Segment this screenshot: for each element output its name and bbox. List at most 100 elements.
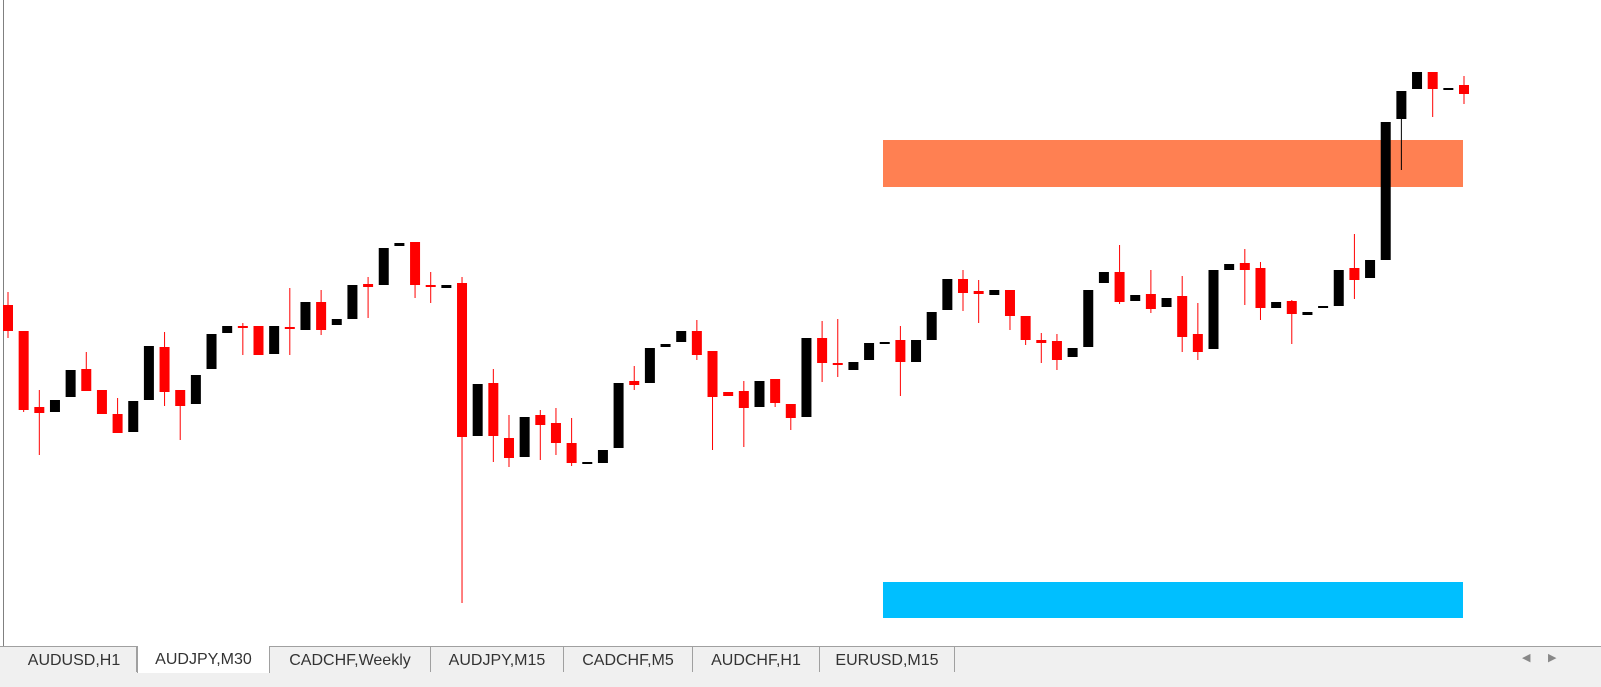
candle-body xyxy=(1380,122,1391,260)
candle-body xyxy=(81,369,92,391)
candle-body xyxy=(1459,85,1469,94)
candle-body xyxy=(441,285,452,288)
candle-body xyxy=(801,338,812,417)
candle-body xyxy=(1083,290,1094,347)
candle-body xyxy=(895,340,906,362)
tab[interactable]: EURUSD,M15 xyxy=(820,647,955,672)
candle-body xyxy=(879,342,890,344)
candle-body xyxy=(488,383,499,436)
candle-body xyxy=(1412,72,1423,89)
candle-body xyxy=(1365,260,1376,278)
candle-body xyxy=(582,462,593,464)
candle-body xyxy=(1004,290,1015,316)
candle-body xyxy=(425,285,436,287)
candle-body xyxy=(410,242,421,285)
candle-body xyxy=(1318,306,1329,308)
chart xyxy=(3,0,1469,646)
candle-body xyxy=(738,391,749,408)
candle-body xyxy=(1271,302,1282,308)
candle-body xyxy=(363,284,374,287)
candle-body xyxy=(817,338,828,363)
candle-body xyxy=(34,407,45,413)
candle-body xyxy=(1067,348,1078,357)
candle-body xyxy=(958,279,969,293)
tab[interactable]: AUDUSD,H1 xyxy=(12,647,137,672)
tab[interactable]: AUDJPY,M15 xyxy=(431,647,564,672)
candle-body xyxy=(457,283,468,437)
candle-body xyxy=(1396,91,1407,119)
candle-body xyxy=(1224,264,1235,270)
candle-body xyxy=(1098,272,1109,283)
candle-body xyxy=(754,381,765,407)
candle-body xyxy=(942,279,953,310)
candle-body xyxy=(864,343,875,360)
zone xyxy=(883,582,1463,618)
candle-body xyxy=(269,326,280,354)
candle-body xyxy=(1177,296,1188,337)
candle-body xyxy=(676,331,687,342)
candle-body xyxy=(550,423,561,443)
candle-body xyxy=(1051,341,1062,360)
candle-body xyxy=(535,415,546,425)
candle-body xyxy=(378,248,389,285)
candle-body xyxy=(926,312,937,340)
tab[interactable]: AUDCHF,H1 xyxy=(693,647,820,672)
candle-body xyxy=(331,319,342,325)
candle-body xyxy=(1036,340,1047,343)
candle-body xyxy=(222,326,233,333)
candle-body xyxy=(989,290,1000,295)
candle-body xyxy=(1443,88,1454,90)
candle-body xyxy=(519,417,530,457)
candle-body xyxy=(1333,270,1344,306)
candle-body xyxy=(237,326,248,328)
scroll-left[interactable]: ◀ xyxy=(1522,652,1531,664)
tab[interactable]: CADCHF,M5 xyxy=(564,647,693,672)
candle-body xyxy=(691,331,702,355)
candle-body xyxy=(394,243,405,246)
candle-body xyxy=(284,327,295,329)
candle-body xyxy=(253,326,264,355)
candle-body xyxy=(911,340,922,362)
candle-body xyxy=(660,344,671,347)
candle-body xyxy=(96,390,107,414)
candle-body xyxy=(785,404,796,418)
candle-body xyxy=(1239,263,1250,270)
tab[interactable]: AUDJPY,M30 xyxy=(137,646,270,673)
candle-body xyxy=(347,285,358,319)
candle-body xyxy=(18,331,29,410)
tab-bar: ◀ ▶ AUDUSD,H1 AUDJPY,M30 CADCHF,Weekly AUDJ… xyxy=(0,646,1601,687)
candle-body xyxy=(1286,301,1297,314)
candle-body xyxy=(175,390,186,406)
candle-body xyxy=(1020,316,1031,340)
candle-body xyxy=(973,291,984,294)
candle-body xyxy=(723,392,734,396)
candle-body xyxy=(597,450,608,463)
candle-body xyxy=(1302,312,1313,315)
candle-body xyxy=(190,375,201,404)
candle-body xyxy=(65,370,76,397)
candle-body xyxy=(128,401,139,432)
candle-body xyxy=(1130,295,1141,301)
candle-body xyxy=(300,302,311,330)
candle-body xyxy=(770,379,781,403)
candle-body xyxy=(472,384,483,436)
candle-body xyxy=(503,438,514,458)
scroll-right[interactable]: ▶ xyxy=(1548,652,1557,664)
candle-body xyxy=(49,400,60,412)
candle-body xyxy=(566,443,577,463)
candle-body xyxy=(1114,272,1125,302)
candle-body xyxy=(629,381,640,385)
candle-body xyxy=(143,346,154,400)
candle-body xyxy=(1427,72,1438,89)
candle-body xyxy=(707,351,718,397)
candle-body xyxy=(1349,268,1360,280)
candle-body xyxy=(848,362,859,370)
candle-body xyxy=(206,334,217,369)
candle-body xyxy=(112,414,123,433)
candle-body xyxy=(1208,270,1219,349)
candle-body xyxy=(316,302,327,330)
tab[interactable]: CADCHF,Weekly xyxy=(270,647,431,672)
candle-body xyxy=(1161,298,1172,307)
candle-body xyxy=(1145,294,1156,309)
